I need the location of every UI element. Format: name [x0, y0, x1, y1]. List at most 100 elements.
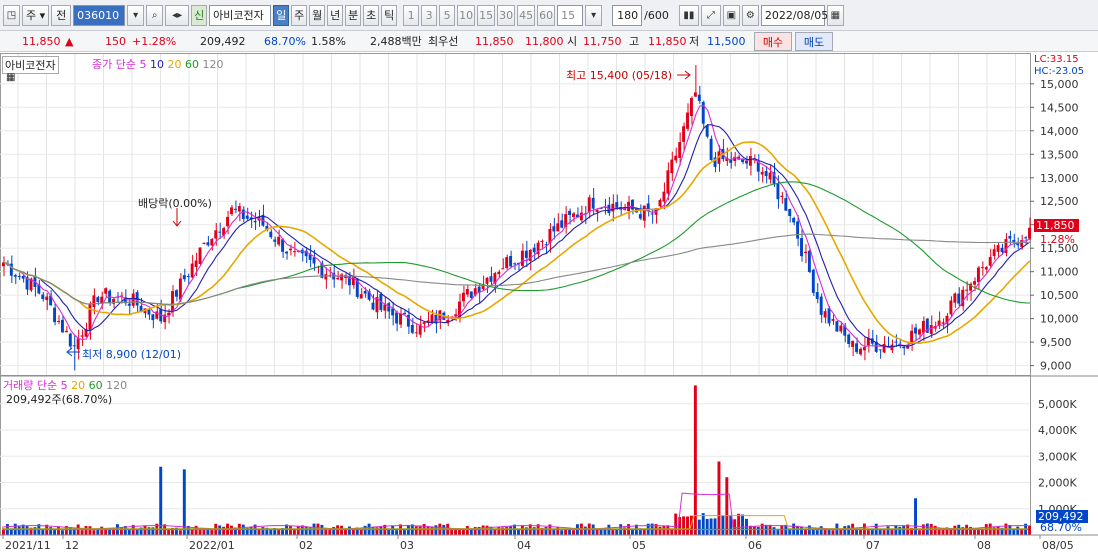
- save-icon[interactable]: ▣: [722, 4, 740, 26]
- volume-bar: [878, 529, 882, 535]
- candle-body: [572, 213, 575, 217]
- candle-body: [206, 242, 210, 246]
- candle-body: [788, 209, 792, 216]
- volume-bar: [92, 530, 96, 535]
- period-week[interactable]: 주: [291, 4, 308, 26]
- minute-15[interactable]: 15: [477, 4, 496, 26]
- minute-30[interactable]: 30: [497, 4, 516, 26]
- volume-bar: [202, 528, 206, 535]
- candle-body: [163, 314, 167, 323]
- price-tick-label: 14,500: [1040, 101, 1079, 114]
- stock-chart[interactable]: 15,00014,50014,00013,50013,00012,50012,0…: [0, 53, 1098, 552]
- volume-bar: [198, 528, 202, 535]
- volume-bar: [29, 527, 33, 535]
- volume-bar: [945, 527, 949, 535]
- minute-45[interactable]: 45: [517, 4, 536, 26]
- date-input[interactable]: 2022/08/05: [760, 4, 828, 26]
- candle-body: [532, 247, 536, 253]
- chart-type-icon[interactable]: ▮▮: [678, 4, 699, 26]
- volume-bar: [300, 525, 304, 535]
- period-month[interactable]: 월: [309, 4, 326, 26]
- minute-10[interactable]: 10: [457, 4, 476, 26]
- candle-body: [477, 286, 481, 293]
- volume-bar: [756, 526, 760, 535]
- period-second[interactable]: 초: [363, 4, 380, 26]
- candle-body: [1004, 239, 1008, 253]
- candle-body: [689, 98, 693, 116]
- sell-button[interactable]: 매도: [795, 32, 833, 51]
- candle-body: [705, 125, 709, 137]
- period-tick[interactable]: 틱: [381, 4, 398, 26]
- candle-body: [937, 320, 941, 326]
- market-select[interactable]: 주 ▾: [22, 4, 50, 26]
- volume-bar: [296, 525, 300, 535]
- gear-icon[interactable]: ⚙: [741, 4, 759, 26]
- candle-body: [454, 314, 458, 316]
- volume-bar: [434, 525, 438, 535]
- custom-period-dropdown-icon[interactable]: ▾: [585, 4, 603, 26]
- candle-body: [84, 329, 88, 337]
- volume-bar: [60, 530, 64, 535]
- volume-bar: [336, 525, 340, 535]
- ma60-legend: 60: [184, 58, 199, 71]
- candle-body: [866, 338, 870, 346]
- draw-tool-icon[interactable]: ⤢: [700, 4, 721, 26]
- volume-bar: [520, 525, 524, 535]
- candle-body: [807, 250, 811, 273]
- volume-bar: [599, 529, 603, 535]
- candle-body: [469, 291, 473, 298]
- window-menu-icon[interactable]: ◳: [3, 4, 20, 26]
- volume-bar: [402, 529, 406, 535]
- candle-body: [973, 281, 976, 285]
- sound-icon[interactable]: ◂▸: [165, 4, 190, 26]
- volume-bar: [674, 513, 678, 535]
- candle-body: [776, 183, 780, 200]
- volume-bar: [611, 529, 615, 535]
- candle-body: [827, 308, 831, 324]
- candle-body: [509, 256, 513, 267]
- code-input[interactable]: 036010: [73, 4, 126, 26]
- x-tick-label: 07: [866, 539, 880, 552]
- candle-body: [434, 315, 438, 324]
- candle-body: [25, 276, 29, 290]
- code-dropdown-icon[interactable]: ▾: [127, 4, 145, 26]
- rate-badge: 1.28%: [1040, 233, 1075, 246]
- candle-body: [406, 314, 410, 327]
- buy-button[interactable]: 매수: [754, 32, 792, 51]
- minute-60[interactable]: 60: [537, 4, 556, 26]
- minute-5[interactable]: 5: [439, 4, 456, 26]
- volume-bar: [524, 527, 528, 535]
- grid-toggle-icon[interactable]: ▦: [6, 72, 16, 83]
- minute-1[interactable]: 1: [403, 4, 420, 26]
- volume-tick-label: 5,000K: [1038, 398, 1077, 411]
- count-input[interactable]: 180: [612, 4, 643, 26]
- candle-body: [127, 303, 131, 306]
- volume-pane: [0, 375, 1031, 536]
- period-day[interactable]: 일: [273, 4, 290, 26]
- volume-bar: [917, 530, 921, 535]
- volume-bar: [992, 527, 996, 535]
- news-badge[interactable]: 신: [191, 4, 208, 26]
- candle-body: [210, 239, 214, 246]
- volume-bar: [493, 528, 497, 535]
- vma20-legend: 20: [71, 379, 86, 392]
- candle-body: [646, 203, 650, 211]
- search-icon[interactable]: ⌕: [146, 4, 164, 26]
- candle-body: [489, 276, 493, 282]
- volume-bar: [509, 525, 513, 535]
- volume-bar: [910, 527, 914, 535]
- calendar-icon[interactable]: ▦: [826, 4, 844, 26]
- volume-bar: [143, 525, 147, 535]
- volume-bar: [678, 517, 682, 535]
- volume-bar: [332, 527, 336, 535]
- period-year[interactable]: 년: [327, 4, 344, 26]
- period-minute[interactable]: 분: [345, 4, 362, 26]
- candle-body: [171, 291, 174, 311]
- prev-button[interactable]: 전: [51, 4, 72, 26]
- volume-bar: [725, 477, 729, 535]
- custom-period-input[interactable]: 15: [557, 4, 584, 26]
- candle-body: [965, 289, 969, 291]
- volume-value-label: 209,492주(68.70%): [6, 393, 113, 406]
- volume-bar: [450, 528, 454, 535]
- minute-3[interactable]: 3: [421, 4, 438, 26]
